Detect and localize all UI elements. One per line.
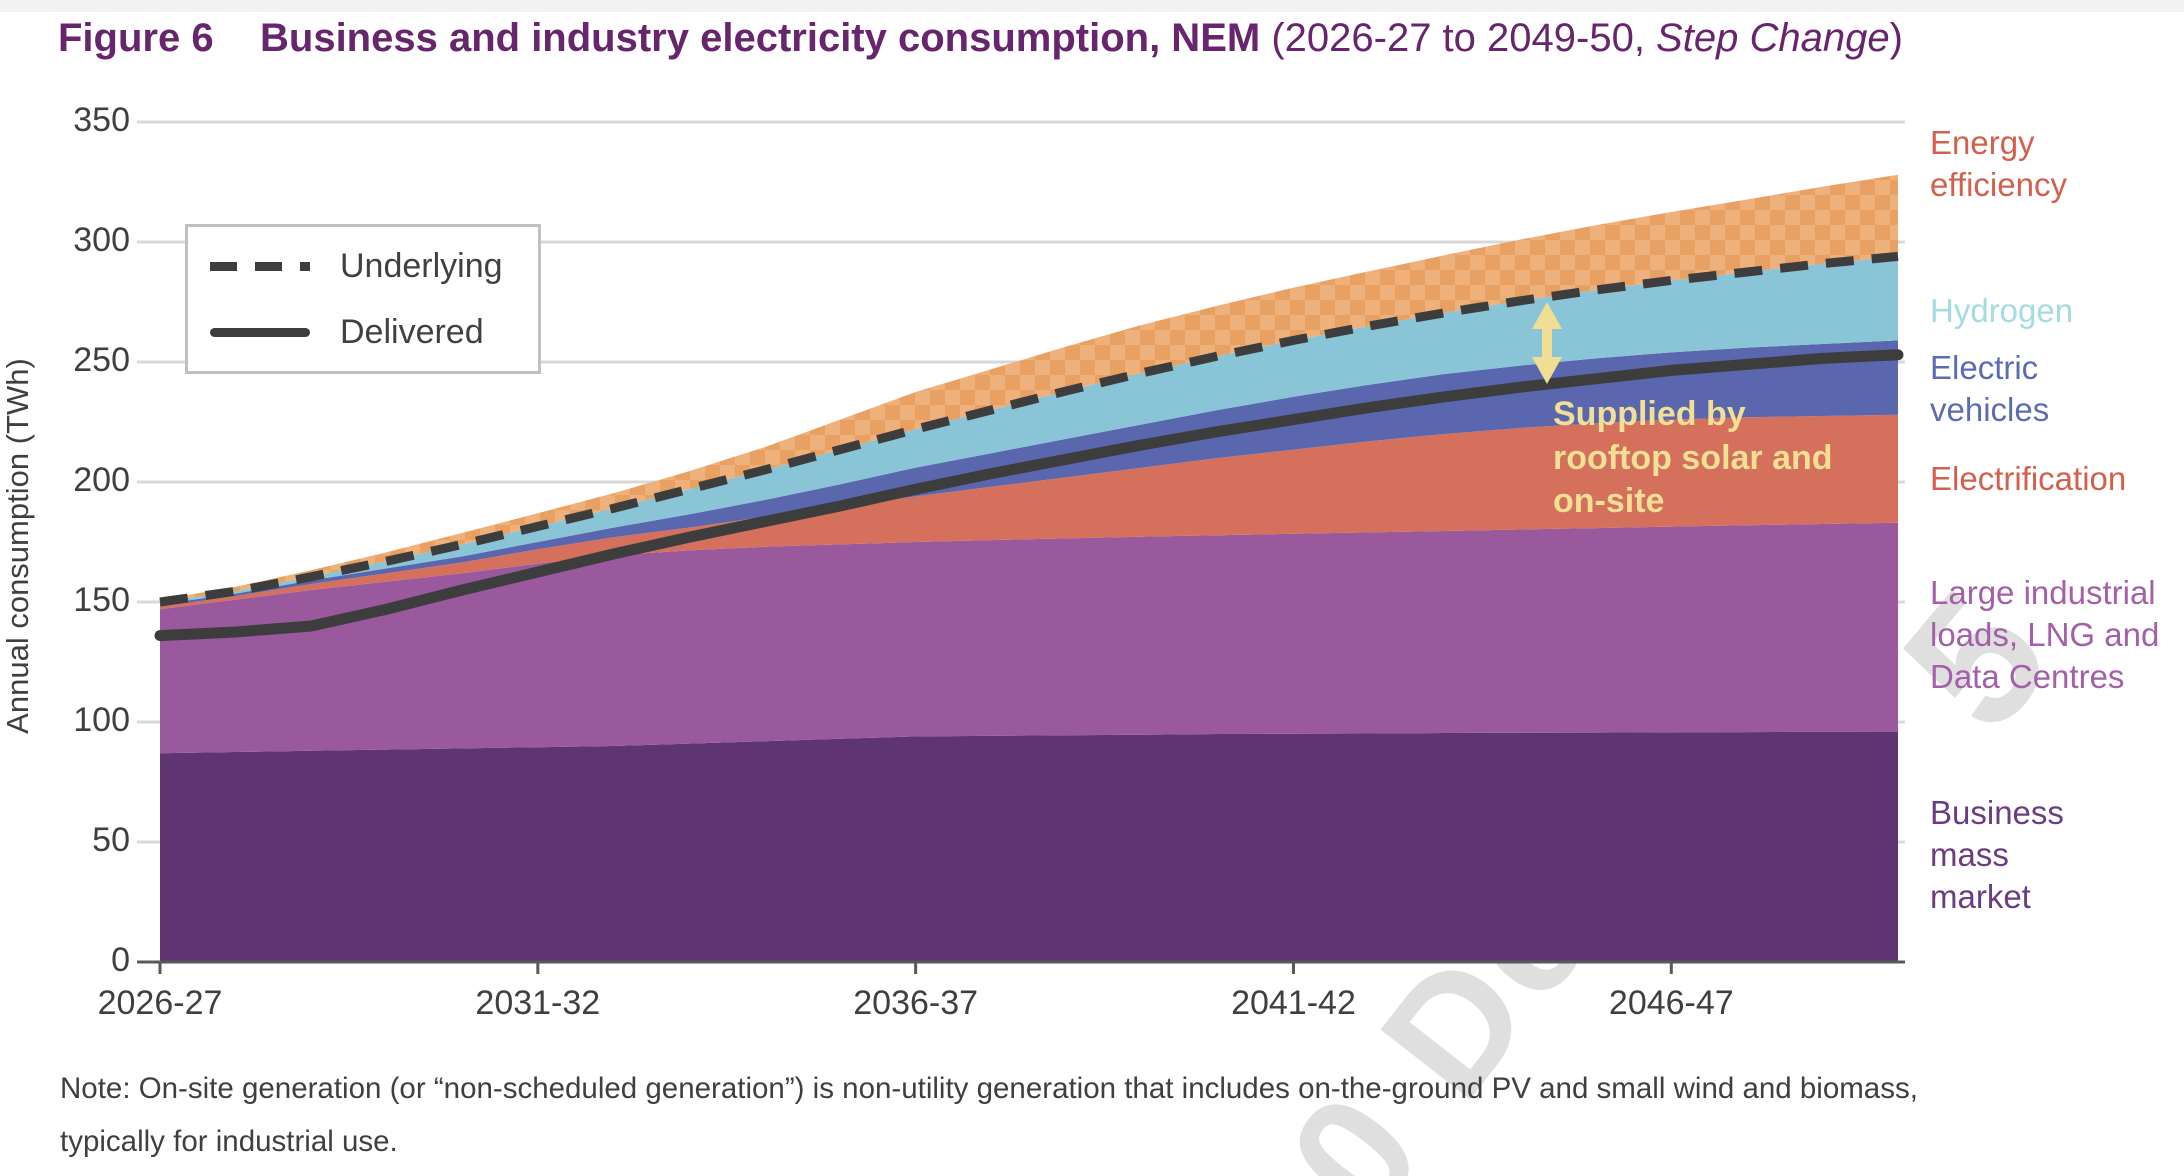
- area-hydrogen: [160, 256, 1898, 605]
- stacked-areas: [160, 174, 1898, 962]
- delivered-line: [154, 349, 1904, 642]
- area-electrification: [160, 414, 1898, 610]
- underlying-line: [159, 251, 1899, 607]
- area-energy-efficiency: [160, 174, 1898, 603]
- area-electric-vehicles: [160, 340, 1898, 607]
- area-large-industrial-loads-lng-and-data-centres: [160, 522, 1898, 754]
- top-strip: [0, 0, 2184, 12]
- consumption-lines: [154, 251, 1904, 642]
- x-axis-line: [137, 960, 1905, 974]
- area-business-mass-market: [160, 731, 1898, 962]
- rooftop-solar-arrow: [1532, 302, 1562, 384]
